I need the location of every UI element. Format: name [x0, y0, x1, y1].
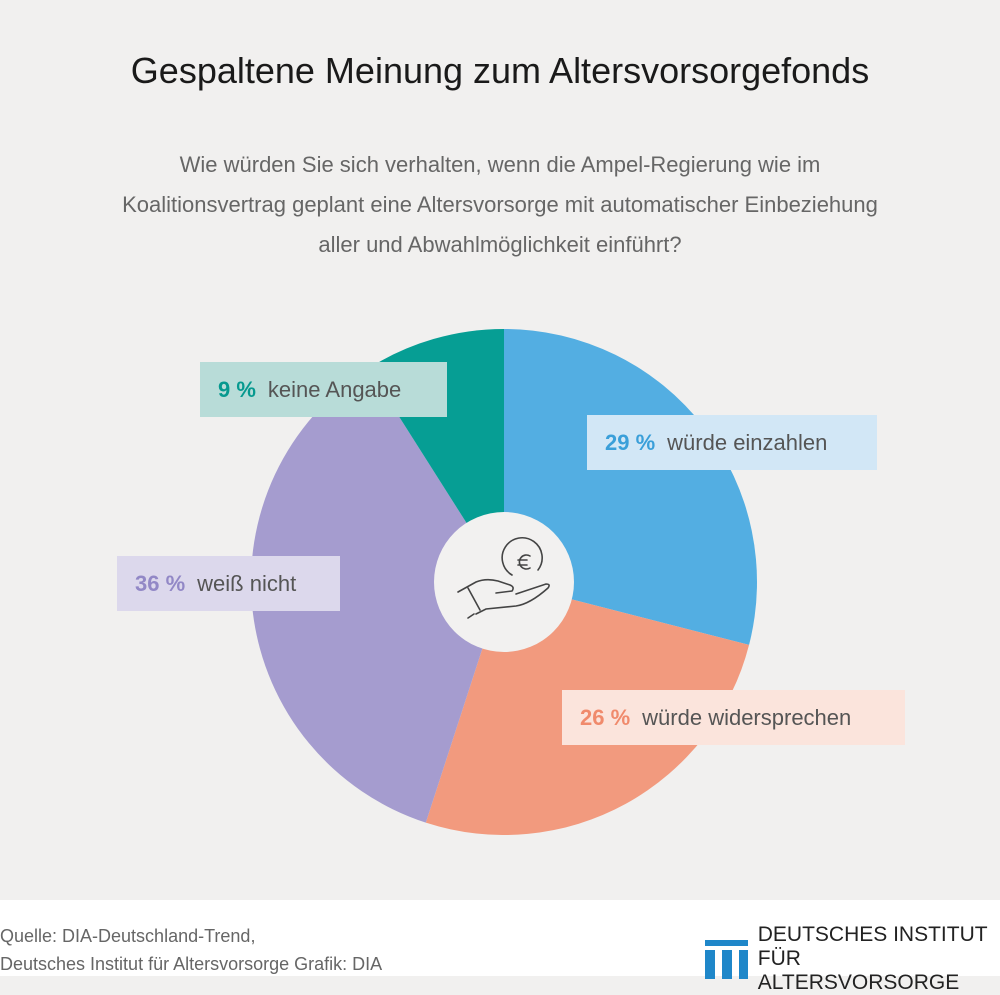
source-note: Quelle: DIA-Deutschland-Trend, Deutsches… — [0, 922, 382, 978]
dia-logo-icon — [705, 940, 748, 979]
category-label: würde einzahlen — [667, 430, 828, 455]
category-label: keine Angabe — [267, 377, 402, 402]
label-wuerde-widersprechen: 26 % würde widersprechen — [562, 690, 905, 745]
center-circle — [434, 512, 574, 652]
category-label: würde widersprechen — [642, 705, 852, 730]
pie-slice-2 — [251, 368, 504, 823]
source-line: Quelle: DIA-Deutschland-Trend, — [0, 926, 256, 946]
chart-title: Gespaltene Meinung zum Altersvorsorgefon… — [130, 50, 870, 91]
credit-line: Deutsches Institut für Altersvorsorge Gr… — [0, 954, 383, 974]
logo-text-line2: FÜR ALTERSVORSORGE — [757, 947, 960, 994]
value-label: 29 % — [605, 430, 656, 455]
value-label: 36 % — [135, 571, 186, 596]
value-label: 9 % — [218, 377, 256, 402]
category-label: weiß nicht — [197, 571, 297, 596]
logo-text-line1: DEUTSCHES INSTITUT — [757, 923, 988, 946]
value-label: 26 % — [580, 705, 631, 730]
hand-euro-icon — [457, 536, 550, 619]
chart-subtitle: Wie würden Sie sich verhalten, wenn die … — [122, 152, 878, 257]
label-keine-angabe: 9 % keine Angabe — [200, 362, 447, 417]
label-weiss-nicht: 36 % weiß nicht — [117, 556, 340, 611]
footer: Quelle: DIA-Deutschland-Trend, Deutsches… — [0, 900, 1000, 994]
dia-logo: DEUTSCHES INSTITUT FÜR ALTERSVORSORGE — [705, 923, 1000, 995]
label-wuerde-einzahlen: 29 % würde einzahlen — [587, 415, 877, 470]
